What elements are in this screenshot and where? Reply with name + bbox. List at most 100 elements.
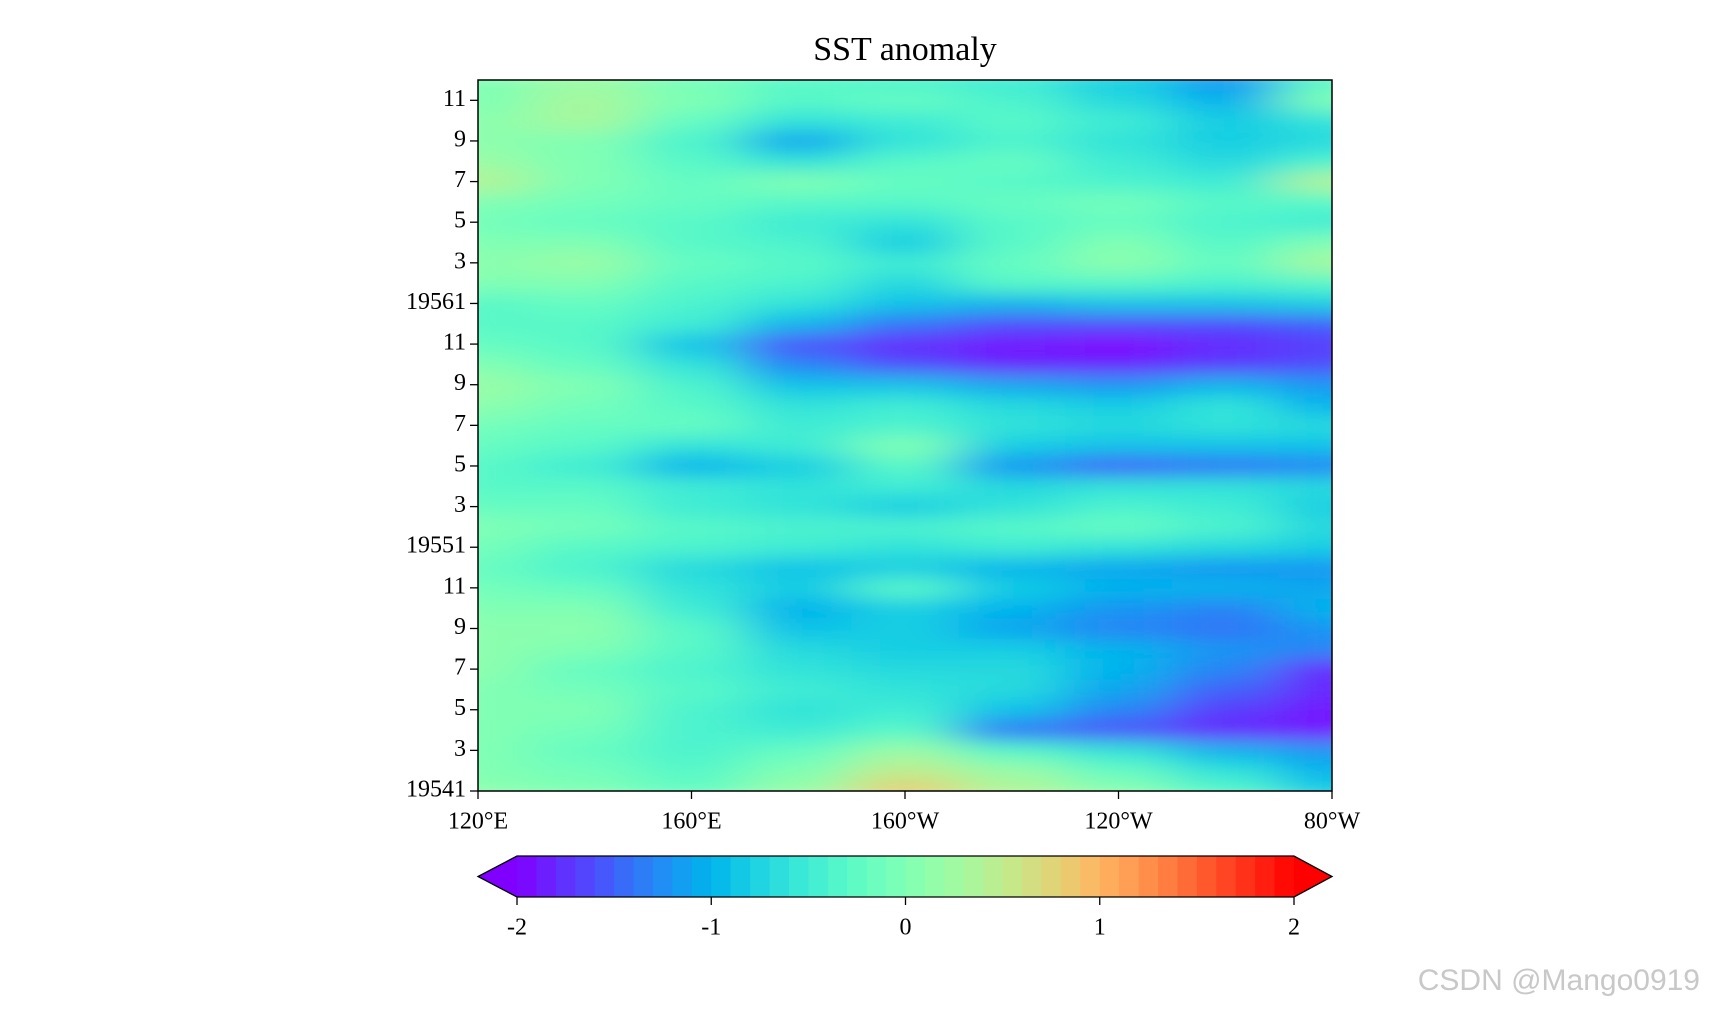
colorbar-level	[555, 856, 576, 897]
colorbar-level	[652, 856, 673, 897]
cell	[478, 516, 532, 538]
cell	[638, 537, 746, 558]
cell	[478, 577, 532, 599]
cell	[1171, 354, 1280, 376]
cell	[1171, 598, 1280, 619]
cell	[1171, 212, 1280, 233]
cell	[744, 537, 853, 558]
x-tick-label: 160°W	[871, 809, 940, 835]
y-tick-label: 3	[454, 248, 466, 274]
cell	[744, 90, 853, 111]
cell	[1278, 333, 1332, 355]
cell	[851, 618, 959, 640]
cell	[958, 557, 1066, 579]
colorbar-level	[886, 856, 906, 897]
cell	[638, 374, 746, 396]
cell	[638, 577, 746, 599]
colorbar-level	[905, 856, 926, 897]
cell	[744, 333, 853, 355]
cell	[744, 354, 853, 376]
cell	[478, 293, 532, 315]
cell	[1171, 658, 1280, 680]
cell	[1171, 232, 1280, 254]
cell	[1278, 455, 1332, 477]
cell	[851, 496, 959, 518]
colorbar-level	[1002, 856, 1023, 897]
cell	[851, 151, 959, 172]
cell	[1171, 516, 1280, 538]
cell	[531, 80, 639, 91]
colorbar-level	[1080, 856, 1101, 897]
cell	[1171, 476, 1280, 497]
cell	[744, 313, 853, 335]
cell	[638, 191, 746, 213]
cell	[744, 557, 853, 579]
cell	[1171, 699, 1280, 721]
cell	[744, 293, 853, 315]
cell	[478, 719, 532, 741]
colorbar-tick-label: -2	[507, 915, 527, 941]
y-tick-label: 7	[454, 655, 466, 681]
cell	[638, 598, 746, 619]
cell	[638, 151, 746, 172]
cell	[1278, 394, 1332, 416]
cell	[958, 130, 1066, 152]
cell	[1065, 658, 1173, 680]
cell	[531, 780, 639, 791]
cell	[478, 171, 532, 193]
cell	[958, 760, 1066, 782]
colorbar: -2 -1 0 1 2	[476, 855, 1334, 941]
cell	[1278, 476, 1332, 497]
cell	[1171, 780, 1280, 791]
cell	[851, 212, 959, 233]
cell	[1065, 415, 1173, 436]
cell	[638, 476, 746, 497]
cell	[1278, 516, 1332, 538]
cell	[478, 80, 532, 91]
cell	[958, 638, 1066, 660]
cell	[958, 780, 1066, 791]
cell	[478, 252, 532, 274]
cell	[851, 699, 959, 721]
cell	[1171, 557, 1280, 579]
y-tick-label: 11	[443, 330, 466, 356]
cell	[638, 272, 746, 294]
colorbar-level	[517, 856, 537, 897]
cell	[958, 293, 1066, 315]
colorbar-level	[1255, 856, 1276, 897]
cell	[478, 760, 532, 782]
cell	[638, 212, 746, 233]
colorbar-level	[944, 856, 965, 897]
cell	[744, 658, 853, 680]
cell	[531, 557, 639, 579]
cell	[958, 516, 1066, 538]
cell	[958, 598, 1066, 619]
cell	[638, 354, 746, 376]
cell	[1278, 374, 1332, 396]
cell	[1065, 740, 1173, 762]
cell	[478, 679, 532, 701]
cell	[851, 435, 959, 457]
cell	[1065, 557, 1173, 579]
cell	[1278, 110, 1332, 132]
cell	[958, 313, 1066, 335]
cell	[958, 658, 1066, 680]
cell	[958, 80, 1066, 91]
cell	[1278, 90, 1332, 111]
cell	[638, 638, 746, 660]
colorbar-level	[983, 856, 1004, 897]
cell	[1065, 293, 1173, 315]
cell	[744, 394, 853, 416]
cell	[1171, 374, 1280, 396]
colorbar-level	[575, 856, 596, 897]
cell	[1171, 110, 1280, 132]
colorbar-extend-low	[478, 856, 517, 897]
cell	[531, 171, 639, 193]
cell	[744, 151, 853, 172]
cell	[1171, 679, 1280, 701]
cell	[531, 151, 639, 172]
cell	[744, 598, 853, 619]
cell	[744, 719, 853, 741]
x-tick-label: 160°E	[661, 809, 721, 835]
cell	[958, 618, 1066, 640]
